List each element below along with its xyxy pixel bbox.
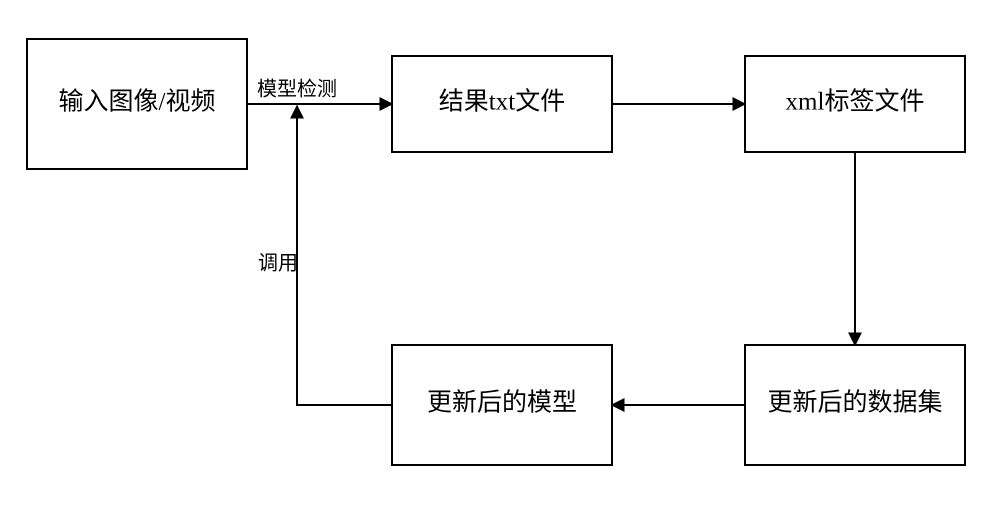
node-input: 输入图像/视频 bbox=[27, 39, 247, 169]
flowchart-diagram: 模型检测 调用 输入图像/视频 结果txt文件 xml标签文件 更新后的模型 更… bbox=[0, 0, 1000, 526]
node-input-label: 输入图像/视频 bbox=[59, 88, 216, 116]
node-updated-model: 更新后的模型 bbox=[392, 345, 612, 465]
edge-label-call: 调用 bbox=[258, 252, 298, 275]
node-updated-data: 更新后的数据集 bbox=[745, 345, 965, 465]
node-result-txt: 结果txt文件 bbox=[392, 56, 612, 152]
node-xml-label-label: xml标签文件 bbox=[786, 88, 925, 116]
node-result-txt-label: 结果txt文件 bbox=[439, 88, 565, 116]
node-updated-model-label: 更新后的模型 bbox=[427, 389, 577, 417]
edge-label-model-detect: 模型检测 bbox=[257, 78, 337, 101]
node-xml-label: xml标签文件 bbox=[745, 56, 965, 152]
node-updated-data-label: 更新后的数据集 bbox=[767, 389, 942, 417]
edge-updated-model-to-detect bbox=[297, 106, 392, 405]
